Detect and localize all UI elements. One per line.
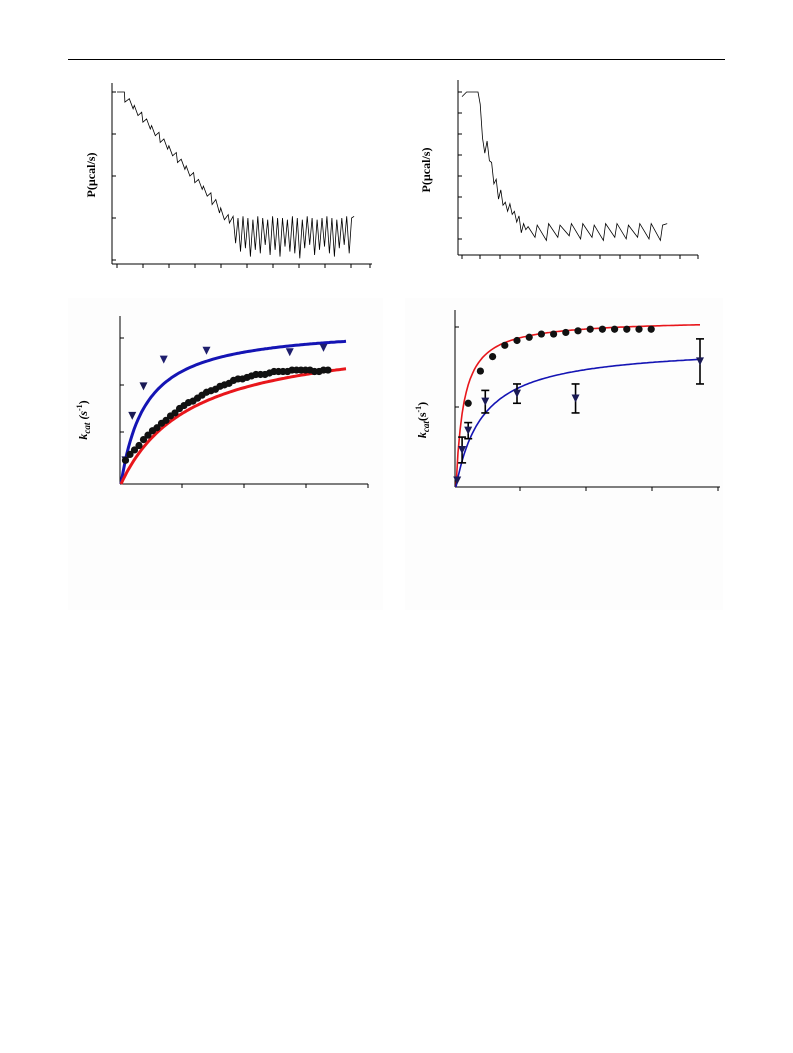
kcat-right-circle-point-15 — [647, 325, 655, 333]
kcat-left-y-label-sup: -1 — [75, 404, 84, 411]
kcat-right-chart: kcat(s-1) — [414, 310, 720, 491]
kcat-right-circle-point-6 — [537, 330, 546, 338]
kcat-right-triangle-point-2 — [464, 426, 473, 435]
kcat-right-y-label-sup: -1 — [414, 406, 423, 413]
kcat-right-circle-point-2 — [489, 352, 497, 361]
kcat-left-circle-point-2 — [130, 446, 139, 454]
kcat-right-circle-point-14 — [635, 325, 643, 333]
kcat-right-circle-point-12 — [611, 325, 619, 333]
kcat-right-circle-point-10 — [586, 325, 594, 333]
kcat-right-triangle-point-3 — [481, 397, 490, 406]
kcat-left-triangle-point-4 — [202, 346, 211, 355]
kcat-right-triangle-point-1 — [458, 445, 467, 454]
kcat-left-y-label-unit: (s — [76, 411, 90, 423]
itc-right-chart: P(µcal/s) — [419, 80, 699, 259]
kcat-right-y-label: kcat(s-1) — [414, 402, 431, 438]
kcat-left-y-label-main: k — [76, 434, 90, 440]
kcat-left-y-label-sub: cat — [82, 422, 92, 433]
kcat-left-circle-point-4 — [139, 436, 148, 444]
itc-left-chart: P(µcal/s) — [84, 83, 372, 268]
kcat-right-circle-point-1 — [476, 367, 484, 375]
kcat-left-circle-point-3 — [135, 441, 143, 450]
kcat-right-circle-point-8 — [562, 328, 570, 337]
kcat-right-triangle-point-4 — [513, 389, 521, 398]
kcat-left-red-fit-curve — [119, 367, 347, 485]
kcat-left-chart: kcat (s-1) — [75, 316, 369, 488]
kcat-right-circle-point-3 — [501, 341, 509, 349]
kcat-left-y-label: kcat (s-1) — [75, 400, 92, 439]
header-rule — [68, 59, 725, 60]
itc-right-y-label: P(µcal/s) — [419, 148, 433, 193]
kcat-right-y-label-sub: cat — [421, 421, 431, 432]
kcat-left-triangle-point-3 — [159, 355, 168, 364]
kcat-right-circle-point-11 — [598, 325, 607, 333]
kcat-right-y-label-unit: (s — [415, 412, 429, 421]
kcat-right-y-label-main: k — [415, 432, 429, 438]
kcat-left-triangle-point-2 — [139, 382, 148, 391]
kcat-right-circle-point-13 — [623, 325, 631, 333]
kcat-left-triangle-point-1 — [128, 411, 137, 420]
kcat-left-circle-point-11 — [171, 409, 179, 417]
itc-left-y-label: P(µcal/s) — [84, 153, 98, 198]
kcat-right-triangle-point-0 — [453, 476, 462, 485]
kcat-right-circle-point-9 — [574, 327, 582, 335]
kcat-right-circle-point-7 — [550, 330, 558, 338]
kcat-right-blue-fit-curve — [455, 358, 701, 488]
kcat-left-y-label-close: ) — [76, 400, 90, 404]
kcat-left-circle-point-0 — [121, 456, 130, 464]
kcat-left-triangle-point-5 — [285, 348, 294, 357]
kcat-left-triangle-point-6 — [319, 343, 328, 352]
kcat-right-circle-point-5 — [525, 333, 533, 341]
itc-left-trace — [117, 91, 355, 259]
kcat-left-circle-point-45 — [324, 366, 332, 374]
kcat-right-triangle-point-6 — [696, 357, 704, 366]
kcat-right-y-label-close: ) — [415, 402, 429, 406]
kcat-right-circle-point-0 — [464, 399, 472, 407]
kcat-left-circle-point-7 — [153, 424, 161, 432]
kcat-left-blue-fit-curve — [119, 339, 347, 485]
kcat-right-triangle-point-5 — [571, 394, 580, 403]
kcat-left-circle-point-5 — [144, 431, 152, 439]
kcat-right-circle-point-4 — [513, 336, 521, 345]
itc-right-trace — [461, 91, 668, 242]
kcat-left-circle-point-1 — [126, 450, 134, 458]
kcat-left-circle-point-9 — [162, 416, 170, 424]
